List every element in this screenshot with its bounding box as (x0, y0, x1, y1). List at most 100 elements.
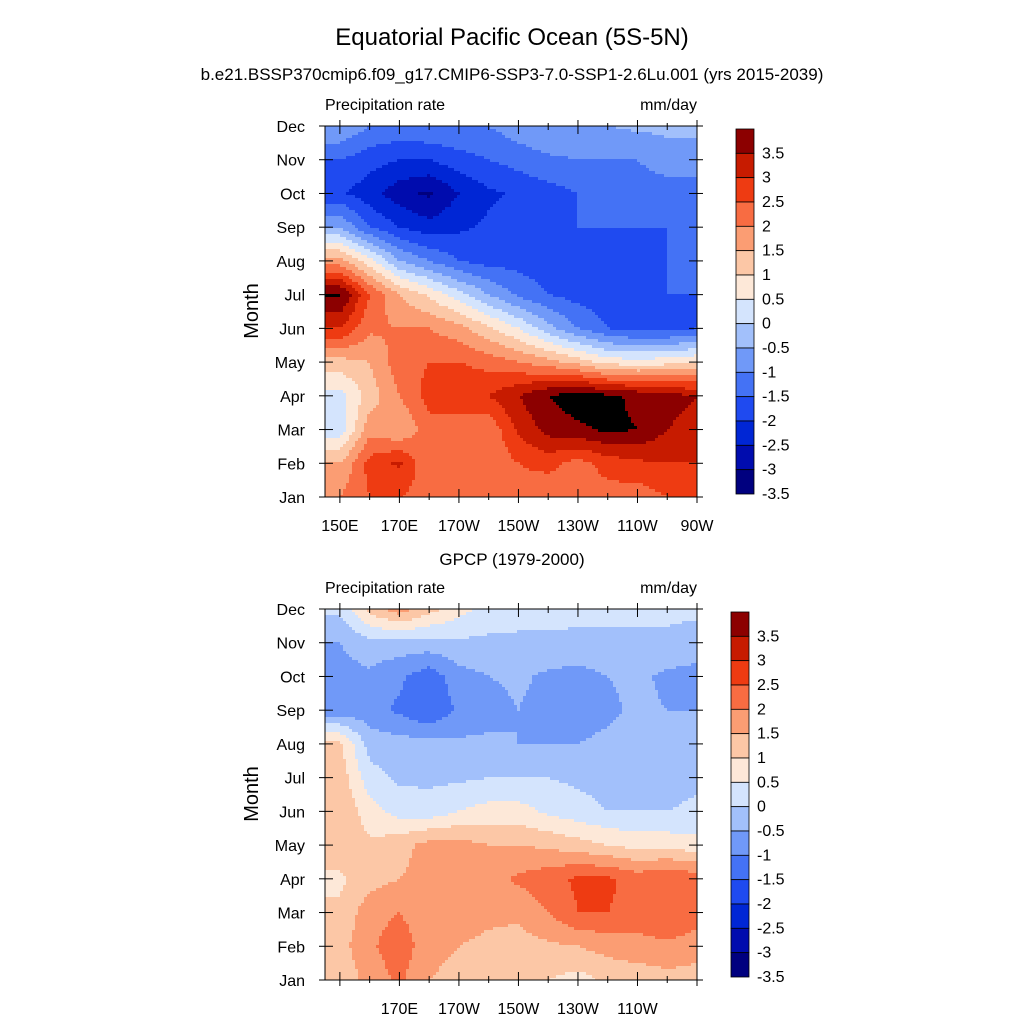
contour-cell (628, 414, 680, 418)
contour-cell (403, 681, 446, 685)
contour-cell (349, 624, 371, 628)
colorbar-box (735, 298, 755, 325)
contour-cell (340, 264, 356, 268)
contour-cell (607, 477, 698, 481)
contour-cell (388, 261, 407, 265)
contour-cell (385, 966, 410, 970)
contour-cell (358, 297, 371, 301)
contour-cell (517, 705, 521, 709)
contour-cell (676, 417, 698, 421)
contour-cell (400, 285, 428, 289)
contour-cell (349, 738, 362, 742)
contour-cell (355, 459, 368, 463)
contour-cell (325, 168, 377, 172)
contour-cell (346, 402, 362, 406)
contour-cell (532, 417, 575, 421)
contour-cell (544, 432, 665, 436)
contour-cell (388, 357, 506, 361)
contour-cell (616, 885, 698, 889)
contour-cell (457, 279, 491, 283)
contour-cell (529, 174, 665, 178)
contour-cell (346, 759, 359, 763)
contour-cell (325, 156, 347, 160)
contour-cell (523, 273, 668, 277)
contour-cell (685, 849, 698, 853)
contour-cell (676, 936, 698, 940)
contour-cell (619, 363, 665, 367)
contour-cell (367, 306, 386, 310)
contour-cell (466, 780, 560, 784)
contour-cell (391, 732, 485, 736)
contour-cell (451, 954, 605, 958)
contour-cell (481, 933, 533, 937)
contour-cell (565, 864, 596, 868)
contour-cell (457, 339, 491, 343)
contour-cell (643, 459, 698, 463)
contour-cell (367, 747, 698, 751)
contour-cell (523, 438, 587, 442)
contour-cell (418, 720, 437, 724)
contour-cell (517, 732, 596, 736)
contour-cell (325, 717, 356, 721)
contour-cell (655, 171, 698, 175)
contour-cell (490, 675, 533, 679)
contour-cell (415, 942, 464, 946)
contour-cell (664, 135, 698, 139)
contour-cell (667, 255, 698, 259)
contour-cell (565, 972, 587, 976)
contour-cell (325, 354, 389, 358)
contour-cell (448, 657, 698, 661)
contour-cell (325, 381, 356, 385)
contour-cell (364, 825, 452, 829)
contour-cell (364, 246, 380, 250)
contour-cell (343, 324, 359, 328)
contour-cell (412, 435, 503, 439)
contour-cell (388, 609, 410, 613)
contour-cell (373, 333, 440, 337)
contour-cell (532, 147, 698, 151)
contour-cell (325, 813, 359, 817)
contour-cell (325, 177, 365, 181)
contour-cell (376, 279, 392, 283)
contour-cell (340, 732, 359, 736)
contour-cell (664, 705, 698, 709)
contour-cell (685, 408, 698, 412)
contour-cell (346, 429, 356, 433)
contour-cell (382, 768, 698, 772)
contour-cell (460, 312, 485, 316)
contour-cell (370, 624, 431, 628)
contour-cell (499, 297, 524, 301)
contour-cell (547, 321, 572, 325)
contour-cell (370, 225, 398, 229)
contour-cell (325, 165, 383, 169)
contour-cell (586, 822, 698, 826)
contour-cell (505, 300, 533, 304)
contour-cell (604, 393, 683, 397)
contour-cell (535, 423, 587, 427)
contour-cell (571, 300, 698, 304)
contour-cell (379, 246, 398, 250)
contour-cell (577, 198, 698, 202)
panel-model-contour-field (325, 126, 698, 498)
contour-cell (343, 885, 383, 889)
contour-cell (343, 390, 362, 394)
x-tick-label: 150E (321, 518, 358, 535)
contour-cell (583, 375, 698, 379)
contour-cell (439, 672, 485, 676)
contour-cell (403, 687, 449, 691)
contour-cell (364, 231, 389, 235)
contour-cell (616, 888, 698, 892)
contour-cell (577, 903, 611, 907)
contour-cell (409, 240, 668, 244)
contour-cell (691, 402, 698, 406)
contour-cell (463, 324, 488, 328)
contour-cell (409, 228, 470, 232)
contour-cell (361, 816, 398, 820)
contour-cell (667, 264, 698, 268)
contour-cell (355, 288, 365, 292)
contour-cell (355, 426, 365, 430)
contour-cell (325, 783, 350, 787)
contour-cell (367, 255, 383, 259)
contour-cell (592, 426, 638, 430)
contour-cell (424, 267, 455, 271)
